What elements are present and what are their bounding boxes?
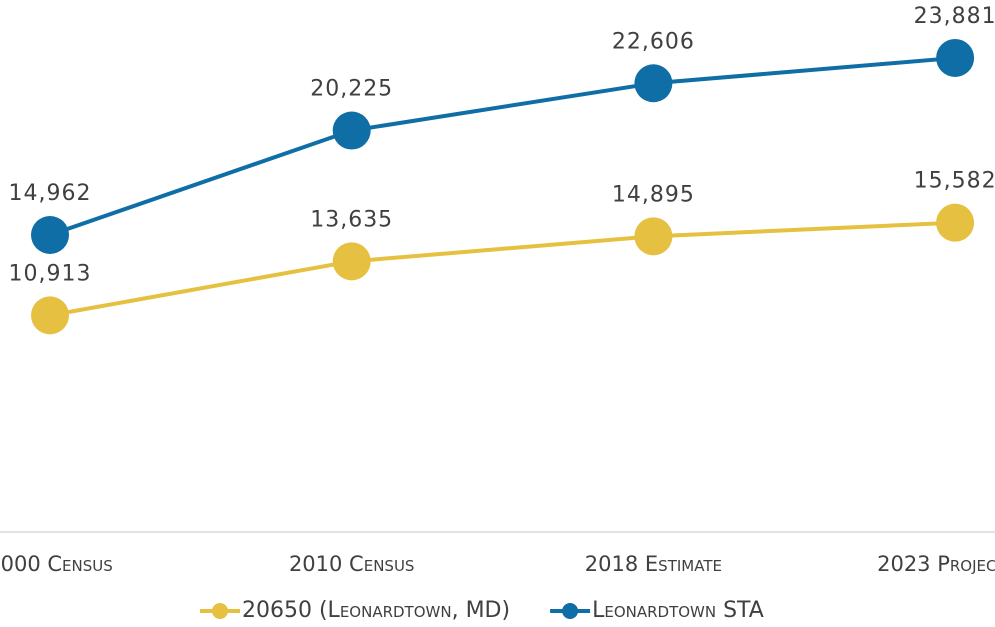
series-line xyxy=(49,220,956,318)
x-tick-label: 2023 Projection xyxy=(877,552,995,576)
legend-label: 20650 (Leonardtown, MD) xyxy=(242,598,510,623)
data-label: 14,895 xyxy=(612,182,695,207)
data-label: 14,962 xyxy=(9,181,92,206)
data-label: 10,913 xyxy=(9,261,92,286)
data-label: 13,635 xyxy=(310,207,393,232)
data-label: 23,881 xyxy=(914,4,995,29)
data-label: 22,606 xyxy=(612,29,695,54)
x-tick-label: 2018 Estimate xyxy=(585,552,722,576)
legend-label: Leonardtown STA xyxy=(592,598,764,623)
data-point xyxy=(332,242,371,281)
data-point xyxy=(332,111,371,150)
series-line xyxy=(49,55,956,237)
data-point xyxy=(634,217,673,256)
legend-marker xyxy=(562,603,579,619)
data-point xyxy=(31,296,69,335)
data-point xyxy=(634,64,673,103)
legend-marker xyxy=(212,603,228,619)
data-point xyxy=(936,203,975,242)
data-label: 15,582 xyxy=(914,169,995,194)
x-tick-label: 2000 Census xyxy=(0,552,113,576)
data-label: 20,225 xyxy=(310,77,393,102)
data-point xyxy=(31,215,69,254)
data-point xyxy=(936,38,975,77)
x-tick-label: 2010 Census xyxy=(289,552,415,576)
